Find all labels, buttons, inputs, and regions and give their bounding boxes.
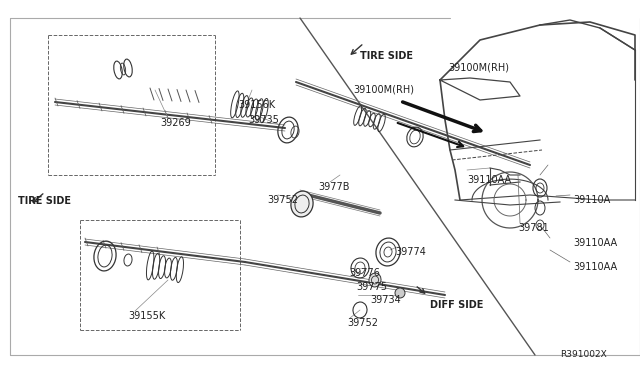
Text: 39155K: 39155K — [128, 311, 165, 321]
Text: 39776: 39776 — [349, 268, 380, 278]
Text: 39110AA: 39110AA — [573, 262, 617, 272]
Text: 39774: 39774 — [395, 247, 426, 257]
Text: TIRE SIDE: TIRE SIDE — [18, 196, 71, 206]
Text: 39781: 39781 — [518, 223, 548, 233]
Text: 39156K: 39156K — [238, 100, 275, 110]
Text: 39735: 39735 — [248, 115, 279, 125]
Ellipse shape — [395, 288, 405, 298]
Text: 39110AA: 39110AA — [467, 175, 511, 185]
Text: TIRE SIDE: TIRE SIDE — [360, 51, 413, 61]
Text: 39110AA: 39110AA — [573, 238, 617, 248]
Text: 39100M(RH): 39100M(RH) — [353, 84, 414, 94]
Text: DIFF SIDE: DIFF SIDE — [430, 300, 483, 310]
Text: 39734: 39734 — [370, 295, 401, 305]
Text: 39269: 39269 — [160, 118, 191, 128]
Text: 39752: 39752 — [267, 195, 298, 205]
Ellipse shape — [369, 273, 381, 287]
Text: 39110A: 39110A — [573, 195, 611, 205]
Text: 39775: 39775 — [356, 282, 387, 292]
Text: 3977B: 3977B — [318, 182, 349, 192]
Text: 39100M(RH): 39100M(RH) — [448, 62, 509, 72]
Text: R391002X: R391002X — [560, 350, 607, 359]
Text: 39752: 39752 — [347, 318, 378, 328]
Ellipse shape — [291, 191, 313, 217]
